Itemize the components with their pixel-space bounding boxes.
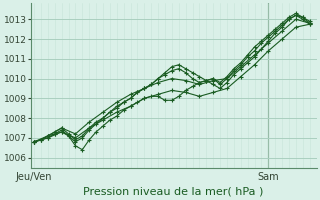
X-axis label: Pression niveau de la mer( hPa ): Pression niveau de la mer( hPa ) bbox=[84, 187, 264, 197]
